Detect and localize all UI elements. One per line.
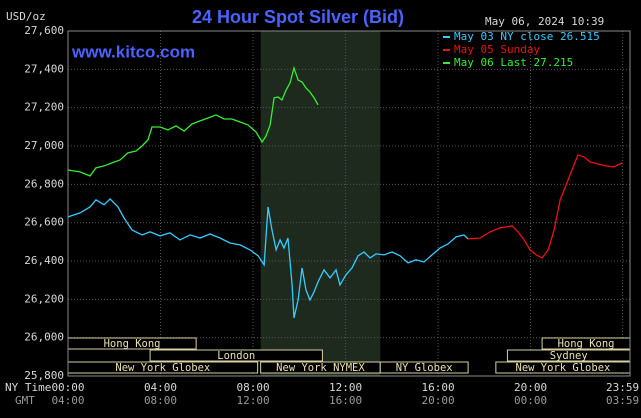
legend-label: May 03 NY close 26.515 — [454, 30, 600, 43]
y-axis-label: USD/oz — [6, 10, 46, 23]
y-tick-label: 26,200 — [24, 292, 64, 305]
x2-tick-label: 04:00 — [51, 394, 84, 407]
session-label: Sydney — [550, 350, 588, 362]
chart-title: 24 Hour Spot Silver (Bid) — [192, 7, 404, 27]
x2-tick-label: 00:00 — [514, 394, 547, 407]
legend-label: May 06 Last 27.215 — [454, 56, 573, 69]
y-tick-label: 26,800 — [24, 177, 64, 190]
session-label: NY Globex — [396, 362, 453, 374]
x2-tick-label: 12:00 — [236, 394, 269, 407]
x2-tick-label: 08:00 — [144, 394, 177, 407]
y-tick-label: 26,000 — [24, 331, 64, 344]
x2-axis-label: GMT — [15, 394, 35, 407]
x2-tick-label: 20:00 — [421, 394, 454, 407]
x-tick-label: 08:00 — [236, 381, 269, 394]
line — [468, 154, 623, 259]
highlight-band — [260, 31, 381, 376]
y-tick-label: 27,600 — [24, 24, 64, 37]
y-tick-label: 27,200 — [24, 101, 64, 114]
x-tick-label: 04:00 — [144, 381, 177, 394]
x2-tick-label: 03:59 — [606, 394, 639, 407]
y-tick-label: 27,400 — [24, 62, 64, 75]
y-tick-label: 27,000 — [24, 139, 64, 152]
x-tick-label: 16:00 — [421, 381, 454, 394]
plot-frame — [67, 30, 631, 377]
y-tick-label: 26,600 — [24, 216, 64, 229]
session-label: New York Globex — [115, 362, 210, 374]
x-axis-label: NY Time — [5, 381, 51, 394]
session-label: Hong Kong — [104, 338, 161, 350]
x-tick-label: 12:00 — [329, 381, 362, 394]
x-tick-label: 00:00 — [51, 381, 84, 394]
x-tick-label: 23:59 — [606, 381, 639, 394]
session-box — [379, 361, 469, 374]
timestamp: May 06, 2024 10:39 — [485, 15, 604, 28]
session-label: New York Globex — [516, 362, 611, 374]
legend-label: May 05 Sunday — [454, 43, 540, 56]
y-tick-label: 26,400 — [24, 254, 64, 267]
y-tick-label: 25,800 — [24, 369, 64, 382]
session-box — [149, 349, 323, 362]
x-tick-label: 20:00 — [514, 381, 547, 394]
x2-tick-label: 16:00 — [329, 394, 362, 407]
line — [67, 197, 469, 319]
session-label: Hong Kong — [558, 338, 615, 350]
session-label: London — [217, 350, 255, 362]
session-label: New York NYMEX — [276, 362, 365, 374]
line — [67, 65, 319, 177]
watermark: www.kitco.com — [71, 42, 195, 61]
